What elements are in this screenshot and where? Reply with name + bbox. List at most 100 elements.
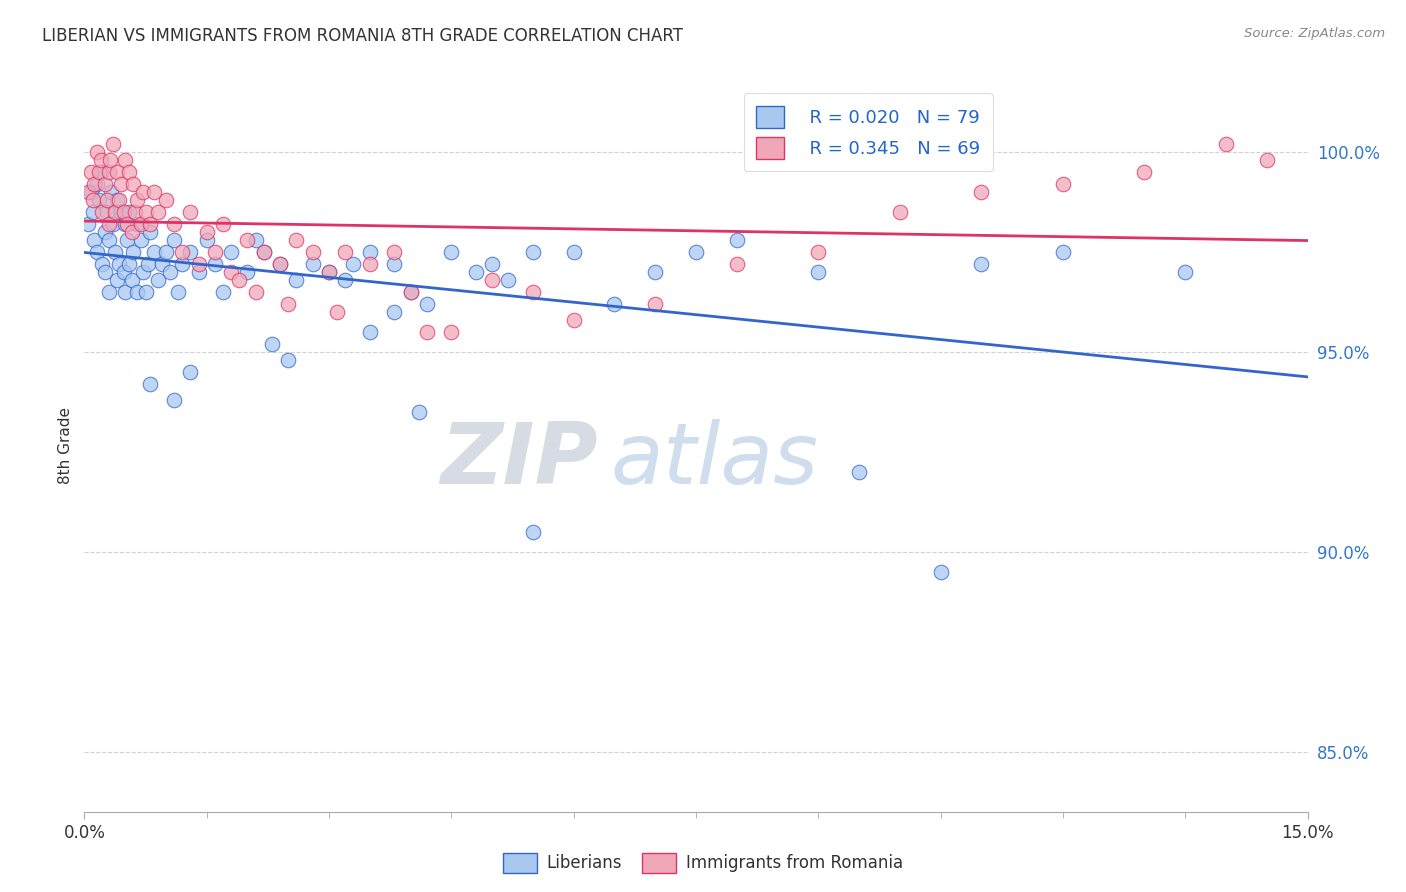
Point bbox=[135, 285, 157, 299]
Point bbox=[82, 193, 104, 207]
Point bbox=[172, 245, 194, 260]
Point bbox=[970, 257, 993, 271]
Legend: Liberians, Immigrants from Romania: Liberians, Immigrants from Romania bbox=[496, 847, 910, 880]
Point bbox=[195, 225, 218, 239]
Point bbox=[562, 245, 585, 260]
Point bbox=[359, 325, 381, 339]
Point bbox=[335, 245, 357, 260]
Point bbox=[124, 205, 146, 219]
Point bbox=[1052, 245, 1074, 260]
Point bbox=[285, 273, 308, 287]
Point bbox=[96, 205, 118, 219]
Point bbox=[127, 285, 149, 299]
Point bbox=[204, 245, 226, 260]
Point bbox=[114, 217, 136, 231]
Point bbox=[90, 153, 112, 168]
Point bbox=[107, 193, 129, 207]
Point bbox=[77, 185, 100, 199]
Point bbox=[86, 245, 108, 260]
Point bbox=[301, 257, 323, 271]
Point bbox=[277, 297, 299, 311]
Point bbox=[142, 245, 165, 260]
Point bbox=[342, 257, 364, 271]
Point bbox=[86, 178, 108, 192]
Point bbox=[301, 245, 323, 260]
Point bbox=[138, 217, 160, 231]
Point bbox=[1133, 165, 1156, 179]
Point bbox=[725, 233, 748, 247]
Point bbox=[122, 245, 145, 260]
Point bbox=[107, 257, 129, 271]
Point bbox=[97, 217, 120, 231]
Point bbox=[212, 285, 235, 299]
Y-axis label: 8th Grade: 8th Grade bbox=[58, 408, 73, 484]
Point bbox=[269, 257, 291, 271]
Point bbox=[110, 178, 132, 192]
Point bbox=[83, 178, 105, 192]
Point bbox=[236, 233, 259, 247]
Point bbox=[1256, 153, 1278, 168]
Point bbox=[82, 205, 104, 219]
Point bbox=[127, 193, 149, 207]
Point bbox=[118, 257, 141, 271]
Point bbox=[562, 313, 585, 327]
Point bbox=[318, 265, 340, 279]
Text: ZIP: ZIP bbox=[440, 419, 598, 502]
Point bbox=[269, 257, 291, 271]
Point bbox=[481, 273, 503, 287]
Point bbox=[522, 285, 544, 299]
Point bbox=[127, 217, 149, 231]
Point bbox=[440, 245, 463, 260]
Point bbox=[236, 265, 259, 279]
Point bbox=[416, 325, 439, 339]
Point bbox=[115, 233, 138, 247]
Point bbox=[105, 193, 128, 207]
Point bbox=[112, 265, 135, 279]
Point bbox=[132, 265, 155, 279]
Point bbox=[159, 265, 181, 279]
Point bbox=[382, 257, 405, 271]
Point bbox=[163, 233, 186, 247]
Legend:   R = 0.020   N = 79,   R = 0.345   N = 69: R = 0.020 N = 79, R = 0.345 N = 69 bbox=[744, 93, 993, 171]
Point bbox=[86, 145, 108, 160]
Point bbox=[90, 165, 112, 179]
Point bbox=[219, 245, 242, 260]
Point bbox=[87, 165, 110, 179]
Point bbox=[163, 217, 186, 231]
Point bbox=[104, 245, 127, 260]
Point bbox=[93, 225, 115, 239]
Point bbox=[118, 205, 141, 219]
Point bbox=[848, 465, 870, 479]
Point bbox=[80, 185, 103, 199]
Point bbox=[359, 245, 381, 260]
Point bbox=[228, 273, 250, 287]
Point bbox=[212, 217, 235, 231]
Point bbox=[1052, 178, 1074, 192]
Point bbox=[318, 265, 340, 279]
Point bbox=[118, 165, 141, 179]
Point bbox=[167, 285, 190, 299]
Point bbox=[105, 165, 128, 179]
Point bbox=[277, 353, 299, 368]
Point bbox=[498, 273, 520, 287]
Point bbox=[179, 245, 201, 260]
Point bbox=[100, 153, 122, 168]
Point bbox=[97, 285, 120, 299]
Point bbox=[101, 137, 124, 152]
Point bbox=[122, 178, 145, 192]
Point bbox=[93, 178, 115, 192]
Point bbox=[195, 233, 218, 247]
Point bbox=[93, 265, 115, 279]
Point bbox=[142, 185, 165, 199]
Point bbox=[335, 273, 357, 287]
Point bbox=[121, 273, 143, 287]
Point bbox=[97, 233, 120, 247]
Point bbox=[131, 217, 153, 231]
Point bbox=[114, 153, 136, 168]
Point bbox=[929, 565, 952, 579]
Point bbox=[131, 233, 153, 247]
Point bbox=[187, 257, 209, 271]
Point bbox=[100, 185, 122, 199]
Point bbox=[138, 225, 160, 239]
Point bbox=[260, 337, 283, 351]
